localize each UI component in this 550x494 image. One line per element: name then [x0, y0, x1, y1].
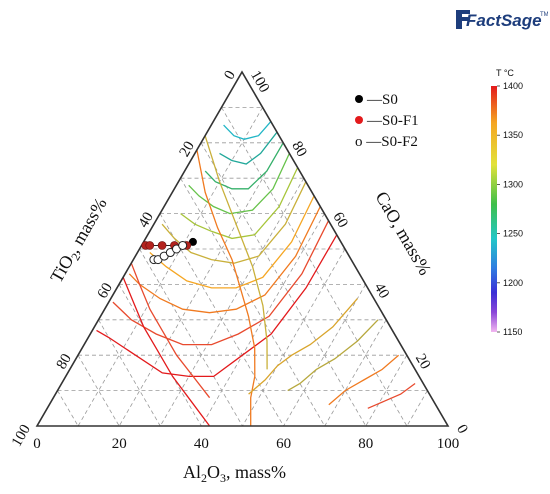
legend-label-s0-f2: o —S0-F2	[355, 134, 418, 150]
bottom-tick-label: 60	[276, 436, 291, 452]
isotherm-1340-16	[328, 354, 400, 406]
legend-label-s0: —S0	[366, 92, 398, 108]
isotherm-1360-3	[149, 195, 315, 289]
ternary-triangle	[35, 70, 450, 427]
colorbar-ticks: 1400 1350 1300 1250 1200 1150	[497, 81, 523, 337]
colorbar-tick-label: 1350	[503, 130, 523, 140]
isotherm-1330-5	[180, 167, 299, 240]
grid-line-al2o3	[242, 248, 346, 427]
colorbar-tick-label: 1300	[503, 179, 523, 189]
grid-line-tio2	[98, 319, 161, 427]
isotherm-1390-1	[112, 220, 330, 346]
colorbar-gradient	[491, 86, 497, 332]
bottom-tick-label: 100	[437, 436, 460, 452]
grid-line-al2o3	[159, 177, 305, 427]
legend: —S0 —S0-F1 o —S0-F2	[355, 92, 419, 150]
grid-line-tio2	[139, 248, 243, 427]
data-point-s1-2	[157, 241, 167, 250]
isotherm-1380-12	[196, 149, 256, 426]
isotherm-1375-2	[128, 206, 321, 314]
left-axis-title: TiO2, mass%	[46, 194, 113, 287]
factsage-logo: FactSage TM	[456, 10, 548, 30]
legend-marker-s0	[355, 95, 363, 103]
isotherm-1330-17	[367, 382, 416, 409]
isotherm-1405-10	[122, 277, 211, 427]
ternary-frame	[35, 70, 450, 427]
isotherm-1285-8	[219, 131, 278, 165]
data-point-s1-1	[145, 241, 155, 250]
grid-line-tio2	[57, 390, 79, 427]
grid-line-tio2	[180, 177, 326, 427]
svg-text:FactSage: FactSage	[466, 11, 542, 30]
left-tick-label: 80	[54, 351, 75, 372]
colorbar-title: T °C	[496, 68, 514, 78]
right-tick-label: 0	[453, 422, 471, 436]
right-tick-label: 20	[412, 351, 433, 372]
left-tick-label: 0	[221, 68, 239, 82]
isotherm-contours	[96, 121, 416, 427]
isotherm-1400-0	[96, 234, 338, 378]
right-tick-label: 60	[329, 210, 350, 231]
isotherm-1315-6	[188, 153, 290, 215]
ternary-grid	[57, 107, 428, 427]
grid-line-tio2	[118, 284, 202, 427]
left-tick-label: 100	[9, 422, 34, 449]
right-tick-label: 40	[371, 280, 392, 301]
colorbar-tick-label: 1150	[503, 327, 522, 337]
isotherm-1345-4	[161, 181, 307, 264]
data-point-s2-5	[178, 240, 188, 250]
grid-line-al2o3	[77, 107, 263, 427]
left-tick-label: 20	[177, 139, 198, 160]
grid-line-al2o3	[283, 284, 366, 427]
isotherm-1370-13	[204, 135, 268, 370]
right-tick-label: 80	[288, 139, 309, 160]
data-point-s0-0	[188, 237, 197, 246]
colorbar-tick-label: 1200	[503, 278, 523, 288]
left-tick-label: 40	[136, 210, 157, 231]
colorbar: T °C 1400 1350 1300 1250 1200 1150	[491, 68, 523, 337]
data-series	[141, 237, 197, 265]
bottom-tick-label: 80	[358, 436, 373, 452]
right-tick-label: 100	[247, 68, 272, 95]
isotherm-1390-11	[130, 262, 211, 399]
legend-label-s0-f1: —S0-F1	[366, 113, 419, 129]
bottom-tick-label: 40	[194, 436, 209, 452]
bottom-axis-title: Al2O3, mass%	[183, 462, 286, 485]
legend-marker-s0-f1	[355, 116, 363, 124]
grid-line-al2o3	[406, 390, 428, 427]
right-axis-title: CaO, mass%	[372, 188, 436, 279]
logo-mark-icon	[456, 10, 470, 29]
colorbar-tick-label: 1250	[503, 229, 523, 239]
isotherm-1350-15	[287, 319, 379, 392]
grid-line-tio2	[221, 107, 408, 427]
bottom-tick-label: 0	[33, 436, 41, 452]
colorbar-tick-label: 1400	[503, 81, 523, 91]
isotherm-1270-9	[223, 121, 272, 140]
svg-text:TM: TM	[540, 12, 548, 18]
isotherm-1300-7	[204, 142, 284, 190]
bottom-tick-label: 20	[112, 436, 127, 452]
left-tick-label: 60	[95, 280, 116, 301]
isotherm-1360-14	[248, 298, 358, 395]
